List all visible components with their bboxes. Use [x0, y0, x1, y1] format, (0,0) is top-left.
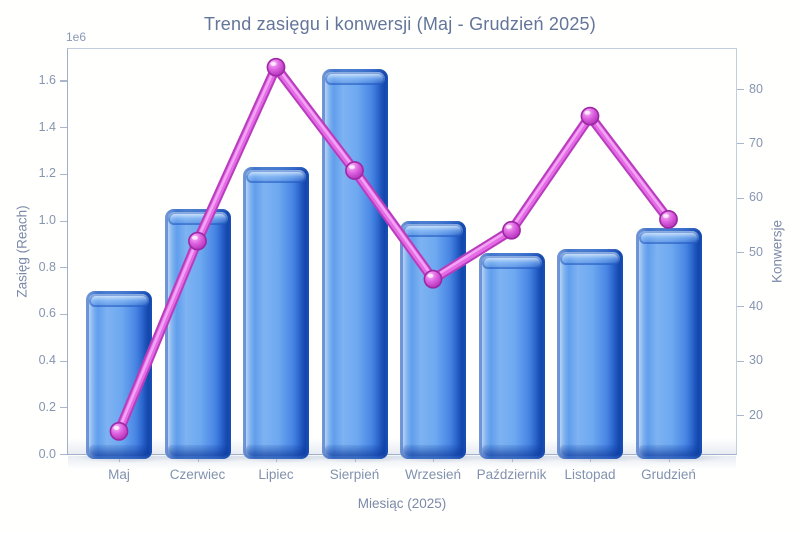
y-right-tick-label: 60 — [749, 190, 763, 205]
y-left-tick-label: 0.8 — [38, 259, 56, 274]
y-right-tick-mark — [737, 89, 744, 91]
y-left-tick-mark — [60, 267, 67, 269]
conversion-marker — [659, 210, 678, 229]
conversion-marker — [109, 421, 129, 441]
floor-shadow-strip — [68, 456, 736, 469]
y-left-tick-label: 1.2 — [38, 166, 56, 181]
marker-highlight — [505, 224, 512, 229]
y-left-tick-label: 0.2 — [38, 399, 56, 414]
y-right-tick-label: 40 — [749, 298, 763, 313]
y-right-tick-mark — [737, 306, 744, 308]
y-left-tick-mark — [60, 220, 67, 222]
bar — [557, 248, 623, 459]
marker-highlight — [427, 273, 434, 278]
marker-highlight — [348, 165, 355, 170]
y-right-tick-mark — [737, 415, 744, 417]
x-axis-label: Miesiąc (2025) — [357, 496, 447, 511]
conversion-marker — [423, 269, 443, 289]
x-tick-label: Listopad — [564, 467, 616, 482]
marker-highlight — [191, 235, 198, 240]
y-axis-left-label: Zasięg (Reach) — [14, 205, 30, 298]
y-right-tick-mark — [737, 360, 744, 362]
y-left-tick-mark — [60, 407, 67, 409]
x-tick-label: Maj — [108, 467, 130, 482]
y-right-tick-label: 20 — [749, 407, 763, 422]
y-right-tick-label: 70 — [749, 135, 763, 150]
bar — [635, 227, 702, 459]
marker-highlight — [662, 214, 669, 219]
conversion-marker — [580, 106, 600, 126]
y-left-tick-mark — [60, 80, 67, 82]
y-left-tick-label: 0.4 — [38, 353, 56, 368]
x-tick-label: Grudzień — [641, 467, 696, 482]
y-right-tick-label: 80 — [749, 81, 763, 96]
conversion-marker — [188, 231, 207, 251]
y-left-tick-mark — [60, 360, 67, 362]
y-right-tick-label: 50 — [749, 244, 763, 259]
y-left-tick-label: 0.6 — [38, 306, 56, 321]
y-left-tick-label: 0.0 — [38, 446, 56, 461]
conversion-marker — [345, 161, 364, 180]
y-right-tick-mark — [737, 252, 744, 254]
y-left-tick-mark — [60, 313, 67, 316]
x-tick-label: Październik — [476, 467, 547, 482]
conversion-line — [117, 64, 670, 431]
conversion-marker — [266, 57, 286, 77]
x-tick-label: Czerwiec — [169, 467, 226, 482]
marker-highlight — [270, 61, 277, 66]
y-left-tick-label: 1.0 — [38, 213, 56, 227]
y-left-tick-label: 1.4 — [38, 119, 56, 134]
chart-title: Trend zasięgu i konwersji (Maj - Grudzie… — [204, 14, 596, 34]
y-left-offset-label: 1e6 — [66, 30, 87, 44]
x-tick-label: Lipiec — [258, 467, 294, 482]
bar — [478, 253, 545, 459]
y-right-tick-mark — [737, 143, 744, 145]
conversion-marker — [502, 220, 521, 240]
y-right-tick-label: 30 — [749, 353, 763, 368]
y-left-tick-mark — [60, 454, 67, 456]
y-left-tick-mark — [60, 127, 67, 129]
marker-highlight — [584, 110, 591, 115]
x-tick-label: Sierpień — [329, 467, 380, 482]
marker-highlight — [113, 425, 120, 430]
y-left-tick-label: 1.6 — [38, 72, 56, 87]
bar — [243, 166, 309, 459]
x-tick-label: Wrzesień — [404, 467, 462, 482]
y-left-tick-mark — [60, 173, 67, 175]
y-right-tick-mark — [737, 197, 744, 199]
